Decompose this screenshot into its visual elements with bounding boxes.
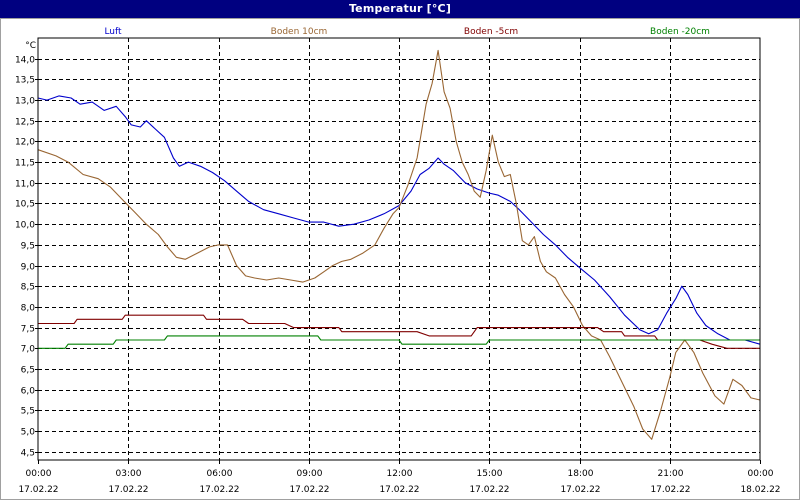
x-tick-date-label: 17.02.22	[469, 485, 509, 495]
y-tick-label: 11,0	[15, 180, 35, 190]
x-tick-date-label: 17.02.22	[199, 485, 239, 495]
series-lines	[37, 49, 761, 440]
legend-entry: Boden -20cm	[650, 27, 710, 37]
y-tick-label: 5,0	[21, 428, 36, 438]
x-tick-time-label: 21:00	[658, 469, 684, 479]
x-tick-date-label: 17.02.22	[379, 485, 419, 495]
grid-lines	[38, 38, 760, 460]
y-tick-label: 8,5	[21, 283, 35, 293]
legend-entry: Boden 10cm	[271, 27, 328, 37]
y-tick-label: 5,5	[21, 407, 35, 417]
legend: Luft Boden 10cm Boden -5cm Boden -20cm	[104, 27, 710, 37]
x-tick-time-label: 03:00	[116, 469, 142, 479]
y-tick-label: 10,0	[15, 221, 35, 231]
x-tick-date-label: 17.02.22	[560, 485, 600, 495]
x-tick-time-label: 06:00	[207, 469, 233, 479]
x-tick-date-label: 17.02.22	[289, 485, 329, 495]
y-tick-label: 14,0	[15, 56, 35, 66]
y-axis-unit-label: °C	[25, 41, 36, 51]
x-tick-time-label: 00:00	[748, 469, 774, 479]
series-line-boden-20cm	[38, 335, 760, 349]
x-tick-time-label: 18:00	[568, 469, 594, 479]
legend-entry: Luft	[104, 27, 122, 37]
x-tick-date-label: 18.02.22	[740, 485, 780, 495]
y-tick-label: 13,5	[15, 76, 35, 86]
y-tick-label: 12,5	[15, 118, 35, 128]
x-tick-date-label: 17.02.22	[108, 485, 148, 495]
y-tick-label: 4,5	[21, 449, 35, 459]
x-tick-date-label: 17.02.22	[650, 485, 690, 495]
x-axis: 00:00 17.02.22 03:00 17.02.22 06:00 17.02.22 0…	[18, 460, 781, 495]
y-tick-label: 6,5	[21, 366, 35, 376]
y-tick-label: 7,0	[21, 345, 36, 355]
y-tick-label: 11,5	[15, 159, 35, 169]
chart-title: Temperatur [°C]	[0, 0, 800, 18]
x-tick-time-label: 12:00	[387, 469, 413, 479]
x-tick-time-label: 00:00	[26, 469, 52, 479]
x-tick-time-label: 15:00	[477, 469, 503, 479]
y-tick-label: 9,0	[21, 263, 36, 273]
y-tick-label: 10,5	[15, 200, 35, 210]
series-line-boden-5cm	[38, 314, 760, 349]
x-tick-date-label: 17.02.22	[18, 485, 58, 495]
y-tick-label: 12,0	[15, 138, 35, 148]
series-line-luft	[37, 95, 761, 345]
x-tick-time-label: 09:00	[297, 469, 323, 479]
series-line-boden-10cm	[37, 49, 761, 440]
y-tick-label: 6,0	[21, 387, 36, 397]
legend-entry: Boden -5cm	[464, 27, 518, 37]
y-axis: 4,5 5,0 5,5 6,0 6,5 7,0 7,5 8,0 8,5 9,0 9,5 10,0 10,…	[15, 56, 38, 459]
y-tick-label: 8,0	[21, 304, 36, 314]
y-tick-label: 7,5	[21, 325, 35, 335]
y-tick-label: 9,5	[21, 242, 35, 252]
y-tick-label: 13,0	[15, 97, 35, 107]
